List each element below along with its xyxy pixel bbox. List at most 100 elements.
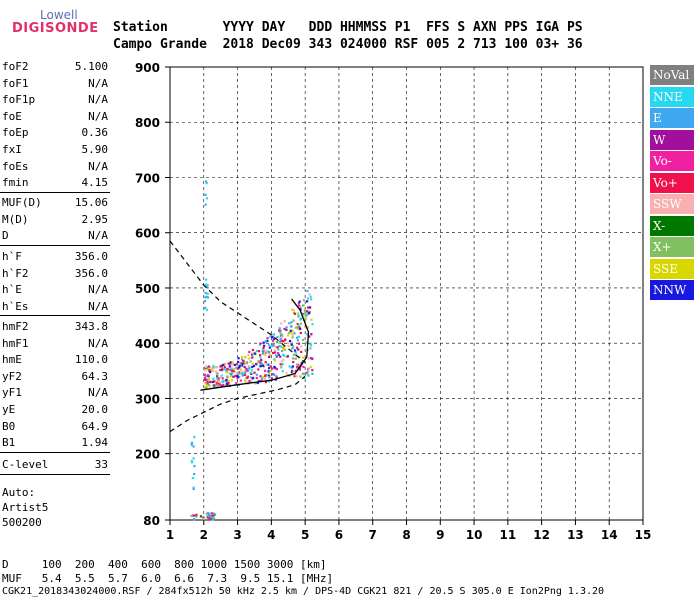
echo-point (259, 375, 262, 378)
echo-point (267, 370, 270, 373)
param-value: N/A (88, 229, 108, 243)
echo-point (251, 352, 254, 355)
echo-point (293, 312, 297, 315)
echo-point (264, 361, 267, 364)
echo-point (247, 365, 250, 368)
echo-point (308, 335, 311, 338)
echo-point (263, 377, 267, 380)
echo-point (227, 379, 231, 383)
echo-point (195, 515, 198, 518)
echo-point (280, 360, 283, 363)
echo-point (226, 375, 229, 378)
echo-point (250, 356, 254, 359)
echo-point (211, 369, 215, 372)
echo-point (275, 376, 278, 379)
footer-distance-row: D 100 200 400 600 800 1000 1500 3000 [km… (2, 558, 327, 571)
echo-point (254, 382, 257, 385)
echo-point (292, 308, 295, 312)
echo-point (208, 384, 211, 388)
echo-point (232, 375, 235, 378)
legend-item: NoVal (650, 65, 694, 85)
echo-point (306, 333, 309, 336)
echo-point (216, 372, 219, 375)
echo-point (309, 357, 313, 360)
param-row: hmF2 343.8 (2, 320, 108, 335)
echo-point (305, 317, 308, 321)
echo-point (279, 334, 283, 338)
echo-point (297, 313, 300, 317)
echo-point (280, 322, 283, 325)
param-name: foF1p (2, 93, 36, 107)
echo-point (220, 368, 224, 371)
echo-point (297, 348, 300, 351)
echo-point (249, 371, 252, 375)
echo-point (291, 336, 294, 339)
echo-point (283, 327, 286, 330)
echo-point (285, 326, 288, 329)
param-row: foE N/A (2, 110, 108, 125)
echo-point (212, 516, 216, 519)
echo-point (299, 317, 303, 320)
echo-point (190, 459, 193, 463)
echo-point (250, 378, 254, 381)
echo-point (282, 340, 285, 343)
profile-dashed-lower (169, 375, 306, 433)
param-value: 33 (94, 458, 108, 471)
echo-point (271, 342, 274, 346)
echo-point (300, 350, 303, 354)
echo-point (244, 371, 247, 375)
x-tick-label: 10 (466, 528, 483, 542)
param-name: MUF(D) (2, 196, 42, 209)
auto-code: 500200 (2, 516, 42, 529)
echo-point (233, 363, 236, 367)
echo-point (297, 315, 300, 318)
echo-point (281, 334, 284, 338)
echo-point (234, 374, 237, 377)
param-value: 356.0 (74, 250, 108, 263)
echo-point (296, 312, 299, 315)
param-row: h`Es N/A (2, 300, 108, 315)
auto-label: Auto: (2, 486, 36, 499)
echo-point (259, 354, 262, 357)
legend-item: Vo+ (650, 172, 694, 193)
echo-point (245, 369, 248, 372)
echo-point (306, 373, 309, 376)
echo-point (210, 512, 213, 515)
echo-point (227, 381, 230, 385)
legend-item: Vo- (650, 151, 694, 171)
echo-point (191, 461, 194, 464)
echo-point (276, 335, 279, 339)
echo-point (291, 329, 294, 332)
echo-point (271, 336, 274, 339)
echo-point (229, 361, 232, 364)
y-tick-label: 800 (135, 116, 160, 130)
echo-point (299, 331, 302, 335)
param-row: yF1 N/A (2, 386, 108, 401)
param-value: N/A (88, 336, 108, 350)
echo-point (269, 335, 272, 338)
echo-point (311, 322, 314, 326)
echo-point (303, 377, 306, 380)
echo-point (310, 318, 313, 321)
echo-point (293, 349, 297, 352)
echo-point (311, 357, 314, 360)
param-name: hmE (2, 353, 22, 367)
param-name: yF1 (2, 386, 22, 400)
echo-point (291, 357, 295, 360)
echo-point (305, 315, 308, 318)
echo-point (272, 373, 276, 377)
echo-point (260, 379, 263, 382)
echo-point (231, 362, 234, 365)
echo-point (305, 300, 309, 303)
echo-point (203, 299, 207, 303)
echo-point (219, 368, 222, 372)
echo-point (273, 351, 276, 354)
echo-point (287, 331, 291, 335)
echo-point (208, 369, 211, 372)
echo-point (295, 375, 298, 378)
echo-point (253, 371, 256, 374)
echo-point (271, 351, 275, 355)
echo-point (262, 346, 265, 350)
echo-point (205, 278, 208, 281)
echo-point (212, 512, 216, 515)
